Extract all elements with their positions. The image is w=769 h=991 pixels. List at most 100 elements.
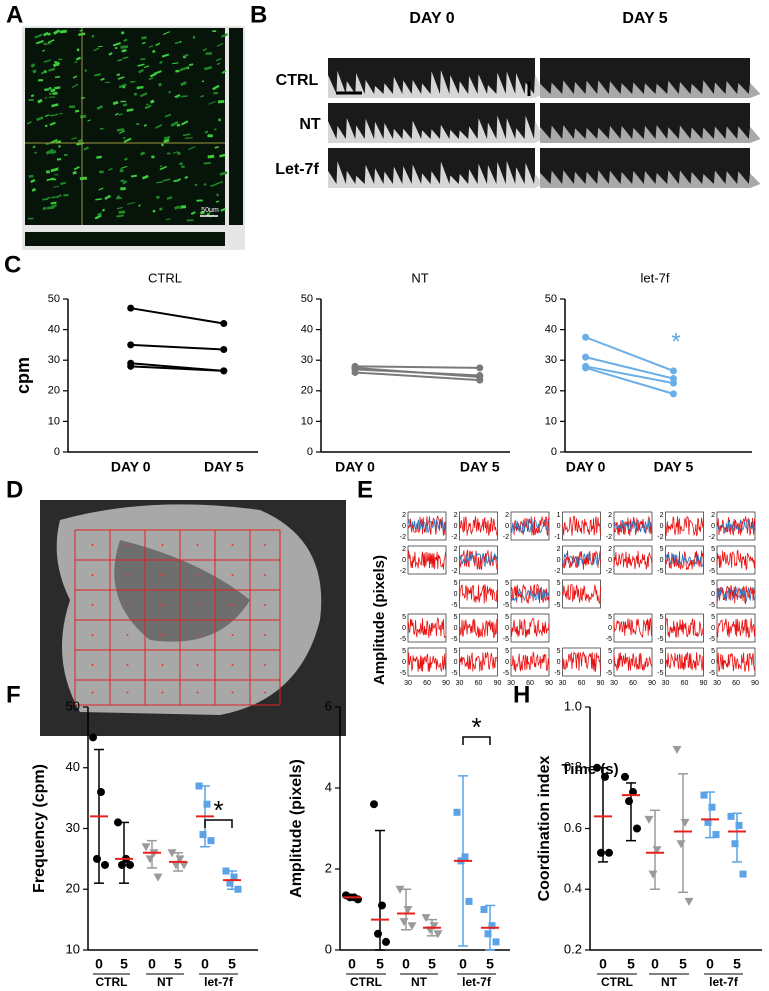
trace-red xyxy=(665,652,704,671)
speck xyxy=(72,75,78,79)
speck xyxy=(158,207,163,211)
speck xyxy=(190,211,196,215)
speck xyxy=(162,31,170,36)
data-point xyxy=(625,797,633,806)
x-tick-label: 5 xyxy=(679,956,687,972)
data-point xyxy=(461,853,469,861)
speck xyxy=(207,154,215,159)
subplot-x-tick-label: 60 xyxy=(732,680,740,687)
speck xyxy=(159,165,163,168)
speck xyxy=(112,42,121,47)
tissue-shadow xyxy=(114,540,251,642)
speck xyxy=(74,109,80,113)
speck xyxy=(162,178,171,182)
speck xyxy=(174,41,180,45)
speck xyxy=(180,205,187,209)
subplot-tick-label: -2 xyxy=(451,568,457,575)
trace-blue xyxy=(716,586,756,603)
x-tick-label: 0 xyxy=(402,956,410,972)
speck xyxy=(130,80,136,83)
speck xyxy=(122,103,128,107)
series-line xyxy=(130,307,224,325)
y-axis-label: Amplitude (pixels) xyxy=(371,555,388,685)
subplot-tick-label: 0 xyxy=(454,557,458,564)
speck xyxy=(51,103,59,108)
data-point xyxy=(127,304,135,312)
subplot-tick-label: 0 xyxy=(608,625,612,632)
speck xyxy=(74,61,78,64)
trace-red xyxy=(407,652,447,672)
subplot-tick-label: 0 xyxy=(402,625,406,632)
trace-red xyxy=(510,650,550,672)
roi-dot xyxy=(161,604,164,606)
speck xyxy=(97,212,102,217)
subplot-tick-label: -2 xyxy=(709,534,715,541)
speck xyxy=(99,170,104,174)
speck xyxy=(181,165,186,169)
speck xyxy=(136,85,144,90)
group-label: CTRL xyxy=(350,975,382,989)
subplot-tick-label: -5 xyxy=(554,602,560,609)
data-point xyxy=(127,362,135,370)
data-point xyxy=(480,906,488,913)
data-point xyxy=(672,746,682,755)
trace-blue xyxy=(716,519,756,533)
speck xyxy=(44,96,48,99)
speck xyxy=(140,58,146,60)
speck xyxy=(177,178,182,181)
data-point xyxy=(735,821,743,829)
speck xyxy=(54,174,59,176)
speck xyxy=(138,204,141,207)
speck xyxy=(180,95,188,98)
roi-dot xyxy=(161,544,164,546)
data-point xyxy=(127,341,135,349)
data-point xyxy=(669,367,677,375)
speck xyxy=(118,130,125,134)
data-point xyxy=(492,938,500,946)
speck xyxy=(155,195,161,200)
group-label: CTRL xyxy=(601,975,633,989)
trace-red xyxy=(613,617,653,638)
speck xyxy=(46,177,55,182)
subplot-frame xyxy=(459,647,498,677)
subplot-tick-label: 5 xyxy=(402,614,406,621)
speck xyxy=(117,58,123,62)
panel-letter: F xyxy=(6,681,21,708)
subplot-tick-label: 5 xyxy=(402,648,406,655)
roi-dot xyxy=(231,604,234,606)
roi-dot xyxy=(196,664,199,666)
speck xyxy=(141,174,149,180)
x-tick-label: 0 xyxy=(148,956,156,972)
subplot-x-tick-label: 30 xyxy=(559,680,567,687)
speck xyxy=(122,180,128,185)
subplot-tick-label: 2 xyxy=(454,512,458,519)
y-tick-label: 40 xyxy=(48,324,60,336)
y-tick-label: 0.4 xyxy=(564,881,582,896)
x-tick-label: DAY 5 xyxy=(204,459,244,475)
subplot-tick-label: 5 xyxy=(660,546,664,553)
speck xyxy=(152,50,156,53)
subplot-tick-label: -5 xyxy=(400,670,406,677)
subplot-x-tick-label: 60 xyxy=(526,680,534,687)
speck xyxy=(138,68,145,74)
subplot-x-tick-label: 90 xyxy=(494,680,502,687)
data-point xyxy=(407,922,417,931)
subplot-tick-label: 5 xyxy=(454,614,458,621)
speck xyxy=(118,113,123,116)
subplot-x-tick-label: 90 xyxy=(545,680,553,687)
speck xyxy=(50,178,57,181)
y-tick-label: 20 xyxy=(301,385,313,397)
subplot-x-tick-label: 30 xyxy=(713,680,721,687)
speck xyxy=(174,205,180,210)
speck xyxy=(104,81,111,84)
roi-dot xyxy=(91,691,94,694)
trace-red xyxy=(459,549,498,571)
speck xyxy=(31,187,37,192)
speck xyxy=(127,201,135,205)
trace-red xyxy=(407,515,447,536)
speck xyxy=(49,114,52,116)
kymograph-trace xyxy=(540,170,761,188)
fluorescence xyxy=(27,29,228,222)
y-tick-label: 1.0 xyxy=(564,698,582,713)
speck xyxy=(151,155,155,159)
